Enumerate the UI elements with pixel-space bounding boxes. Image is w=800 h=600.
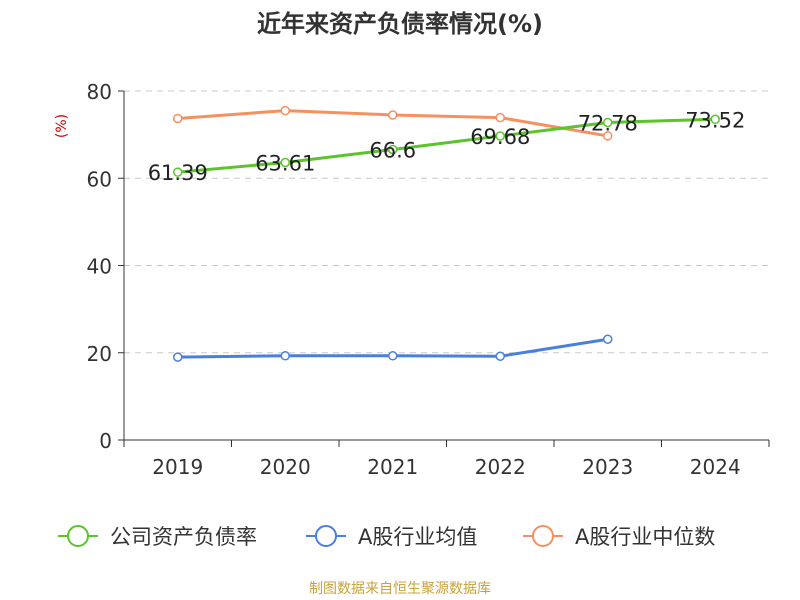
legend-label: 公司资产负债率 xyxy=(110,525,257,549)
data-point xyxy=(495,351,505,361)
data-point xyxy=(710,114,720,125)
legend-item: A股行业均值 xyxy=(306,525,477,549)
data-point xyxy=(603,131,613,141)
data-point xyxy=(173,113,183,124)
legend-item: A股行业中位数 xyxy=(523,525,715,549)
data-point xyxy=(173,167,183,177)
x-tick-label: 2021 xyxy=(367,455,418,479)
y-tick-label: 20 xyxy=(87,342,112,366)
series-lines xyxy=(173,105,720,362)
chart-title: 近年来资产负债率情况(%) xyxy=(257,10,543,38)
legend-label: A股行业中位数 xyxy=(575,525,715,549)
legend-label: A股行业均值 xyxy=(358,525,477,549)
data-point xyxy=(173,352,183,362)
legend-marker xyxy=(532,525,554,547)
data-point xyxy=(388,110,398,120)
data-point xyxy=(495,131,505,141)
y-tick-label: 0 xyxy=(99,429,112,453)
legend-marker xyxy=(315,525,337,547)
data-point xyxy=(603,117,613,128)
data-point xyxy=(280,351,290,361)
legend-marker xyxy=(67,525,89,547)
data-point xyxy=(388,351,398,361)
data-label: 73.52 xyxy=(685,108,745,132)
legend-item: 公司资产负债率 xyxy=(58,525,257,549)
axes: (%) 0 20 40 60 80 2019 2020 2021 2022 2023 2024 xyxy=(54,80,770,479)
data-label: 72.78 xyxy=(578,111,638,135)
x-tick-label: 2024 xyxy=(690,455,741,479)
data-point xyxy=(603,334,613,344)
data-point xyxy=(495,112,505,123)
data-label: 66.6 xyxy=(369,138,416,162)
data-point xyxy=(280,157,290,168)
x-tick-label: 2019 xyxy=(152,455,203,479)
y-tick-label: 40 xyxy=(87,255,112,279)
y-axis-label: (%) xyxy=(54,114,70,138)
source-note: 制图数据来自恒生聚源数据库 xyxy=(309,581,491,597)
x-tick-label: 2022 xyxy=(475,455,526,479)
grid-lines xyxy=(124,90,769,354)
x-tick-label: 2020 xyxy=(260,455,311,479)
data-point xyxy=(280,105,290,116)
y-tick-label: 60 xyxy=(87,167,112,191)
x-tick-label: 2023 xyxy=(582,455,633,479)
data-point xyxy=(388,144,398,155)
data-label: 63.61 xyxy=(255,152,315,176)
data-label: 61.39 xyxy=(148,161,208,185)
data-labels: 61.39 63.61 66.6 69.68 72.78 73.52 xyxy=(148,108,746,185)
y-tick-label: 80 xyxy=(87,80,112,104)
series-line xyxy=(177,117,716,174)
legend: 公司资产负债率 A股行业均值 A股行业中位数 xyxy=(58,525,715,549)
data-label: 69.68 xyxy=(470,125,530,149)
